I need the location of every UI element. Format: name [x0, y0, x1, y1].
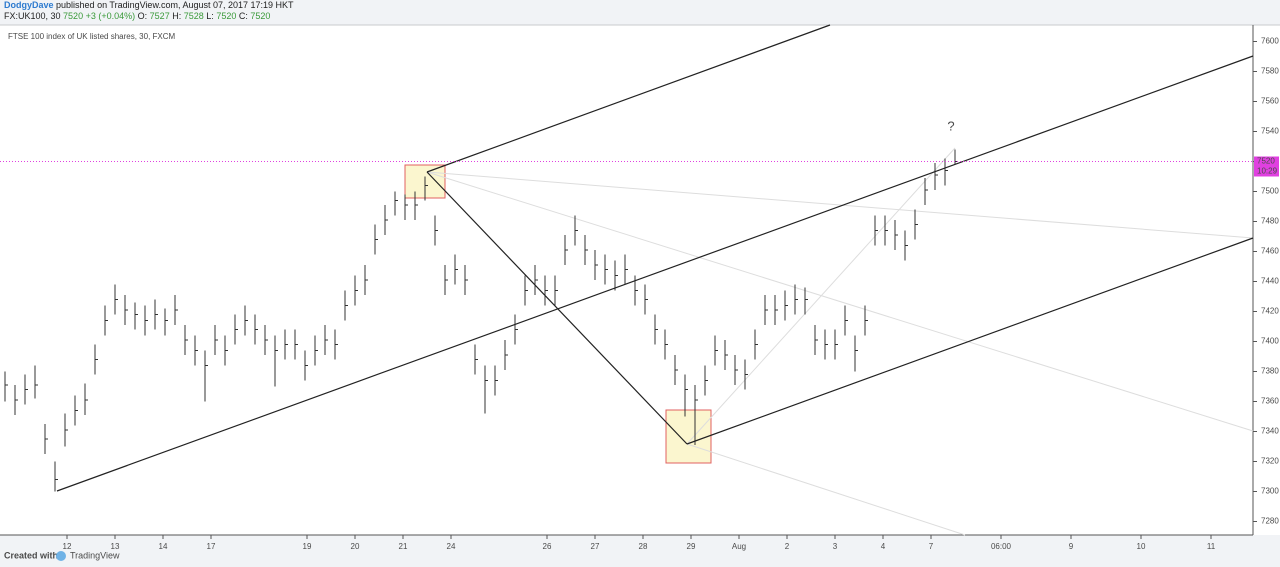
published: published on TradingView.com, August 07,… [56, 0, 294, 10]
l-label: L: [206, 11, 214, 21]
drawings [404, 147, 1254, 536]
y-tick-label: 7600 [1261, 37, 1279, 46]
x-tick-label: 13 [111, 542, 120, 551]
y-tick-label: 7380 [1261, 367, 1279, 376]
pitchfork [56, 24, 1254, 492]
handle [426, 171, 688, 445]
upper-tine [426, 24, 831, 173]
x-tick-label: 14 [159, 542, 168, 551]
symbol: FX:UK100, 30 [4, 11, 61, 21]
median-line [56, 55, 1254, 492]
close: 7520 [250, 11, 270, 21]
y-tick-label: 7560 [1261, 97, 1279, 106]
change: +3 (+0.04%) [86, 11, 136, 21]
x-tick-label: Aug [732, 542, 746, 551]
guide-line [686, 147, 956, 445]
x-tick-label: 21 [399, 542, 408, 551]
x-tick-label: 28 [639, 542, 648, 551]
highlight-box [665, 409, 712, 464]
header-line-1: DodgyDave published on TradingView.com, … [4, 0, 294, 10]
high: 7528 [184, 11, 204, 21]
y-tick-label: 7420 [1261, 307, 1279, 316]
countdown: 10:29 [1257, 167, 1278, 176]
x-tick-label: 19 [303, 542, 312, 551]
x-tick-label: 10 [1137, 542, 1146, 551]
guide-line [686, 443, 966, 536]
y-tick-label: 7400 [1261, 337, 1279, 346]
x-tick-label: 12 [63, 542, 72, 551]
y-tick-label: 7480 [1261, 217, 1279, 226]
header-line-2: FX:UK100, 30 7520 +3 (+0.04%) O: 7527 H:… [4, 11, 270, 21]
author: DodgyDave [4, 0, 54, 10]
open: 7527 [150, 11, 170, 21]
x-tick-label: 11 [1207, 542, 1216, 551]
x-tick-label: 26 [543, 542, 552, 551]
guide-line [426, 171, 1254, 239]
x-tick-label: 2 [785, 542, 790, 551]
y-tick-label: 7340 [1261, 427, 1279, 436]
y-tick-label: 7440 [1261, 277, 1279, 286]
y-tick-label: 7360 [1261, 397, 1279, 406]
logo [56, 551, 66, 561]
x-tick-label: 9 [1069, 542, 1074, 551]
bars [4, 149, 958, 492]
x-tick-label: 27 [591, 542, 600, 551]
x-tick-label: 20 [351, 542, 360, 551]
x-tick-label: 17 [207, 542, 216, 551]
y-tick-label: 7540 [1261, 127, 1279, 136]
o-label: O: [138, 11, 148, 21]
y-tick-label: 7460 [1261, 247, 1279, 256]
y-tick-label: 7300 [1261, 487, 1279, 496]
axes: 7280730073207340736073807400742074407460… [0, 37, 1279, 551]
y-tick-label: 7500 [1261, 187, 1279, 196]
low: 7520 [216, 11, 236, 21]
h-label: H: [172, 11, 181, 21]
chart-title: FTSE 100 index of UK listed shares, 30, … [8, 32, 176, 41]
x-tick-label: 29 [687, 542, 696, 551]
y-tick-label: 7320 [1261, 457, 1279, 466]
c-label: C: [239, 11, 248, 21]
annotation: ? [947, 118, 954, 133]
y-tick-label: 7580 [1261, 67, 1279, 76]
footer-brand: TradingView [70, 550, 120, 560]
price: 7520 [63, 11, 83, 21]
footer-created: Created with [4, 550, 58, 560]
lower-tine [686, 237, 1254, 445]
x-tick-label: 7 [929, 542, 934, 551]
price-tag-label: 7520 [1257, 157, 1275, 166]
x-tick-label: 3 [833, 542, 838, 551]
guide-line [426, 171, 1254, 432]
price-tag [1254, 156, 1279, 177]
plot-area [0, 25, 1280, 535]
y-tick-label: 7280 [1261, 517, 1279, 526]
x-tick-label: 4 [881, 542, 886, 551]
x-tick-label: 24 [447, 542, 456, 551]
x-tick-label: 06:00 [991, 542, 1012, 551]
